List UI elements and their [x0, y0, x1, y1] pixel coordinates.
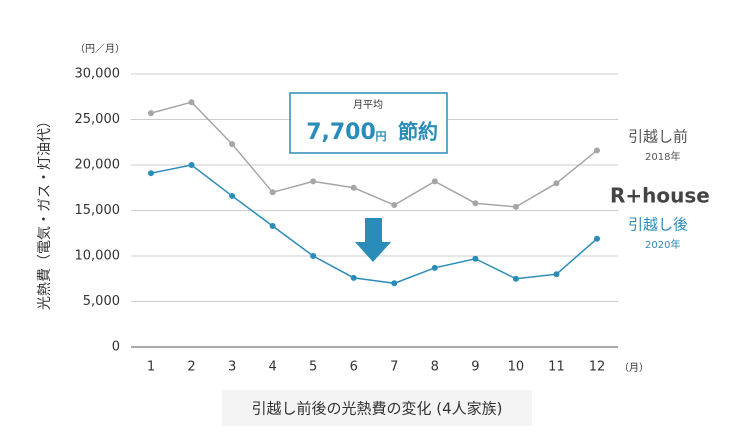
point [553, 180, 560, 187]
y-axis-label: 光熱費（電気・ガス・灯油代） [37, 114, 53, 310]
x-unit: （月） [619, 362, 649, 374]
legend-after: 引越し後 [628, 216, 688, 234]
annotation-unit: 円 [376, 130, 387, 143]
y-tick-label: 30,000 [75, 67, 121, 82]
point [188, 99, 195, 106]
point [229, 141, 236, 148]
point [512, 275, 519, 282]
annotation-amount: 7,700 [306, 120, 376, 145]
point [431, 264, 438, 271]
point [594, 235, 600, 242]
x-tick-label: 1 [147, 360, 155, 375]
x-tick-label: 5 [309, 360, 317, 375]
y-unit: （円／月） [75, 43, 125, 55]
y-tick-label: 5,000 [83, 294, 120, 309]
x-tick-label: 12 [589, 360, 606, 375]
point [431, 178, 438, 185]
y-tick-label: 0 [112, 340, 120, 355]
series-line [150, 101, 598, 208]
brand: R+house [610, 184, 710, 208]
point [310, 253, 317, 259]
point [350, 184, 357, 191]
point [391, 202, 398, 209]
x-tick-label: 8 [431, 360, 439, 375]
point [350, 274, 357, 281]
y-tick-label: 20,000 [75, 158, 121, 173]
series-line [150, 164, 598, 285]
annotation-box [289, 92, 448, 154]
annotation-heading: 月平均 [353, 99, 383, 111]
down-arrow [355, 218, 391, 262]
annotation-word: 節約 [398, 120, 438, 144]
x-tick-label: 11 [548, 360, 565, 375]
point [472, 255, 479, 262]
x-tick-label: 3 [228, 360, 236, 375]
x-tick-label: 4 [268, 360, 276, 375]
y-tick-label: 15,000 [75, 203, 121, 218]
x-tick-label: 9 [471, 360, 479, 375]
point [229, 192, 236, 199]
point [553, 271, 560, 278]
point [269, 189, 276, 196]
point [391, 280, 398, 287]
point [594, 147, 600, 154]
point [148, 170, 154, 177]
point [188, 162, 195, 168]
point [148, 110, 154, 117]
point [512, 203, 519, 210]
x-tick-label: 10 [508, 360, 525, 375]
point [269, 222, 276, 229]
chart-title: 引越し前後の光熱費の変化 (4人家族) [251, 400, 502, 418]
y-tick-label: 25,000 [75, 112, 121, 127]
point [472, 200, 479, 207]
legend-after-year: 2020年 [645, 238, 680, 251]
point [310, 178, 317, 185]
y-tick-label: 10,000 [75, 249, 121, 264]
legend-before-year: 2018年 [645, 150, 680, 163]
x-tick-label: 2 [187, 360, 195, 375]
x-tick-label: 6 [350, 360, 358, 375]
title-bg [222, 390, 532, 426]
x-tick-label: 7 [390, 360, 398, 375]
legend-before: 引越し前 [628, 128, 688, 146]
